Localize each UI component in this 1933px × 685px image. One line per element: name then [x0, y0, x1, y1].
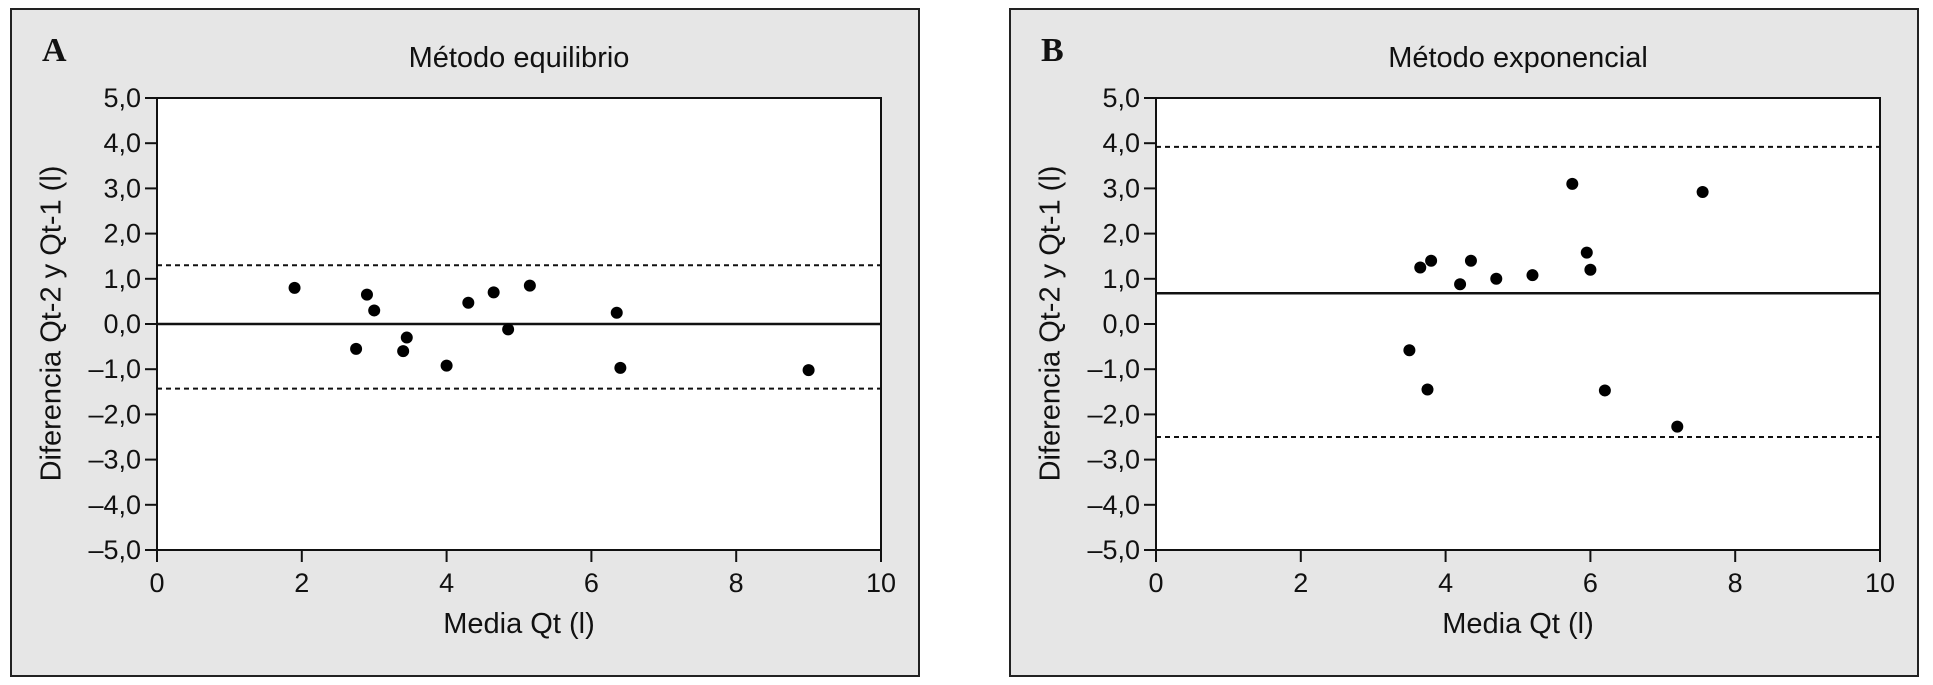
y-tick-label: –4,0: [1087, 490, 1140, 520]
data-point: [610, 306, 623, 319]
chart-title: Método equilibrio: [408, 42, 630, 74]
y-tick-label: 5,0: [103, 83, 141, 113]
x-tick-label: 2: [294, 568, 309, 598]
x-tick-label: 8: [729, 568, 744, 598]
data-point: [1526, 269, 1539, 282]
data-point: [350, 342, 363, 355]
data-point: [1598, 384, 1611, 397]
data-point: [400, 331, 413, 344]
x-tick-label: 6: [584, 568, 599, 598]
panel-letter: B: [1041, 32, 1064, 69]
data-point: [487, 286, 500, 299]
x-tick-label: 10: [1865, 568, 1895, 598]
plot-area-b: 5,0 4,0 3,0 2,0 1,0 0,0 –1,0 –2,0 –3,0 –4,0 –5,0 0 2…: [1087, 83, 1895, 598]
y-tick-label: –1,0: [1087, 354, 1140, 384]
x-axis-label: Media Qt (l): [1442, 608, 1594, 640]
chart-panel-b: 5,0 4,0 3,0 2,0 1,0 0,0 –1,0 –2,0 –3,0 –4,0 –5,0 0 2…: [1009, 8, 1919, 677]
data-point: [1414, 261, 1427, 274]
chart-title: Método exponencial: [1388, 42, 1648, 74]
data-point: [802, 364, 815, 377]
data-point: [1580, 246, 1593, 259]
data-point: [1464, 254, 1477, 267]
y-tick-label: –5,0: [88, 535, 141, 565]
chart-panel-a: 5,0 4,0 3,0 2,0 1,0 0,0 –1,0 –2,0 –3,0 –4,0 –5,0 0 2…: [10, 8, 920, 677]
panel-letter: A: [42, 32, 67, 69]
data-point: [1671, 420, 1684, 433]
y-tick-label: 4,0: [103, 128, 141, 158]
y-tick-label: 2,0: [1102, 219, 1140, 249]
data-point: [368, 304, 381, 317]
y-tick-label: 0,0: [1102, 309, 1140, 339]
data-point: [462, 296, 475, 309]
data-point: [1403, 344, 1416, 357]
y-tick-label: –2,0: [88, 399, 141, 429]
y-tick-label: 3,0: [103, 173, 141, 203]
y-tick-label: –5,0: [1087, 535, 1140, 565]
plot-area-a: 5,0 4,0 3,0 2,0 1,0 0,0 –1,0 –2,0 –3,0 –4,0 –5,0 0 2…: [88, 83, 896, 598]
y-tick-label: –4,0: [88, 490, 141, 520]
data-point: [1425, 254, 1438, 267]
x-tick-label: 4: [439, 568, 454, 598]
y-tick-label: –3,0: [1087, 445, 1140, 475]
data-point: [360, 288, 373, 301]
y-tick-label: 1,0: [103, 264, 141, 294]
data-point: [523, 279, 536, 292]
x-tick-label: 10: [866, 568, 896, 598]
y-tick-label: 4,0: [1102, 128, 1140, 158]
data-point: [440, 359, 453, 372]
y-tick-label: 0,0: [103, 309, 141, 339]
y-tick-label: 2,0: [103, 219, 141, 249]
y-tick-label: 5,0: [1102, 83, 1140, 113]
x-tick-label: 4: [1438, 568, 1453, 598]
data-point: [502, 323, 515, 336]
data-point: [1584, 263, 1597, 276]
y-tick-label: –2,0: [1087, 399, 1140, 429]
x-tick-label: 6: [1583, 568, 1598, 598]
data-point: [1454, 278, 1467, 291]
x-tick-label: 0: [149, 568, 164, 598]
data-point: [288, 281, 301, 294]
data-point: [1490, 272, 1503, 285]
data-point: [1421, 383, 1434, 396]
x-tick-label: 0: [1148, 568, 1163, 598]
x-axis-label: Media Qt (l): [443, 608, 595, 640]
y-axis-label: Diferencia Qt-2 y Qt-1 (l): [1034, 165, 1067, 482]
y-tick-label: –3,0: [88, 445, 141, 475]
data-point: [1566, 177, 1579, 190]
y-tick-label: 3,0: [1102, 173, 1140, 203]
data-point: [397, 345, 410, 358]
plot-frame: [1155, 97, 1881, 551]
x-tick-label: 2: [1293, 568, 1308, 598]
x-tick-label: 8: [1728, 568, 1743, 598]
data-point: [614, 361, 627, 374]
y-tick-label: 1,0: [1102, 264, 1140, 294]
data-point: [1696, 186, 1709, 199]
y-axis-label: Diferencia Qt-2 y Qt-1 (l): [35, 165, 68, 482]
y-tick-label: –1,0: [88, 354, 141, 384]
